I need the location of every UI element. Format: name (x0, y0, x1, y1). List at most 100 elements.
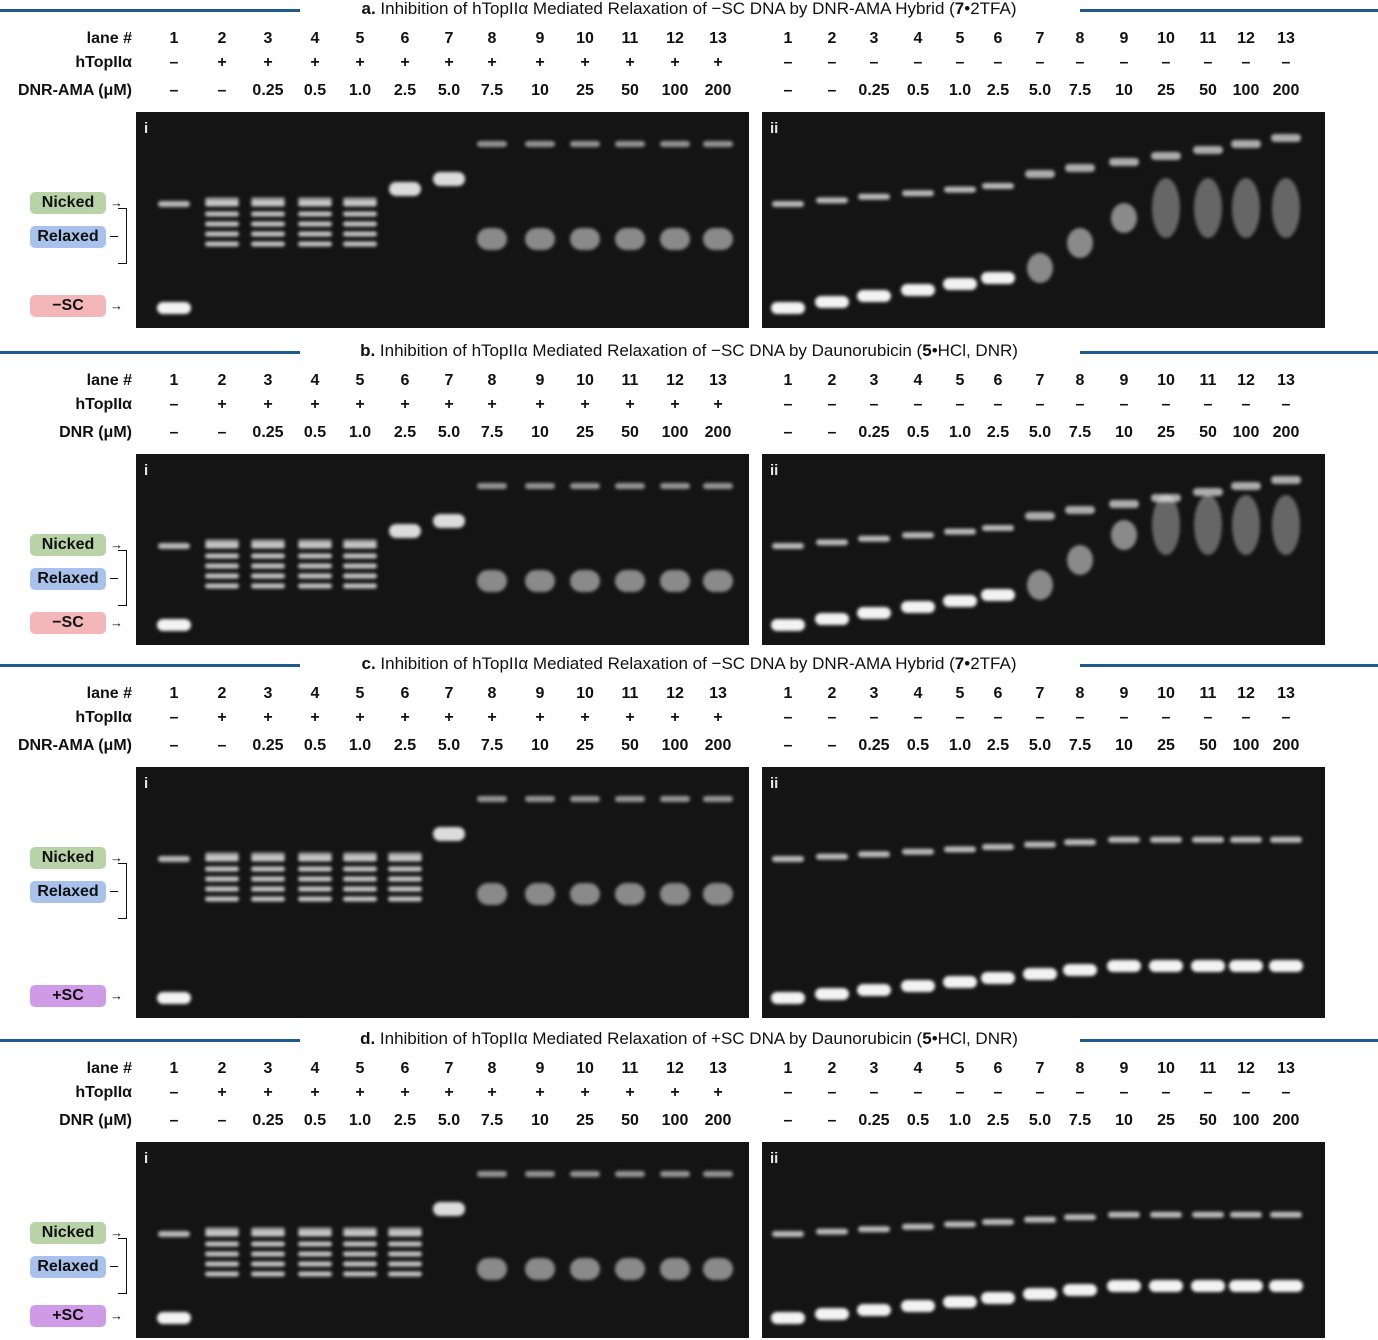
lane-number: 7 (444, 685, 454, 702)
lane-number: 2 (217, 1060, 227, 1077)
gel-image-ii: ii (762, 1142, 1325, 1338)
lane-number: 1 (169, 685, 179, 702)
lane-number: 5 (355, 1060, 365, 1077)
lane-number: 9 (1119, 372, 1129, 389)
enzyme-mark: – (169, 1084, 179, 1101)
concentration: – (169, 1112, 179, 1129)
gel-lane (477, 141, 507, 250)
lane-number: 3 (869, 1060, 879, 1077)
supercoiled-marker: +SC (30, 1305, 106, 1327)
header-rule-right (1080, 9, 1378, 12)
concentration: 100 (1232, 1112, 1260, 1129)
lane-number: 9 (535, 30, 545, 47)
lane-number: 13 (709, 372, 727, 389)
gel-sublabel: ii (770, 120, 779, 137)
concentration: 25 (1157, 424, 1175, 441)
concentration: 2.5 (986, 424, 1010, 441)
enzyme-mark: + (670, 396, 680, 413)
gel-lane (1271, 476, 1301, 555)
lane-number: 8 (487, 685, 497, 702)
lane-number: 4 (310, 372, 320, 389)
concentration: 1.0 (348, 1112, 372, 1129)
gel-lane (1229, 1211, 1263, 1292)
lane-number: 12 (666, 372, 684, 389)
gel-lane (1107, 1211, 1141, 1292)
concentration: – (827, 82, 837, 99)
concentration: 0.25 (252, 1112, 284, 1129)
gel-lane (660, 796, 690, 905)
lane-number: 13 (1277, 30, 1295, 47)
lane-number: 8 (487, 30, 497, 47)
gel-lane (815, 1228, 849, 1320)
supercoiled-marker: −SC (30, 295, 106, 317)
enzyme-mark: – (1035, 54, 1045, 71)
gel-lane (857, 193, 891, 302)
concentration: 0.25 (252, 424, 284, 441)
enzyme-mark: + (355, 396, 365, 413)
concentration: – (217, 82, 227, 99)
gel-lane (857, 1226, 891, 1316)
enzyme-mark: + (713, 54, 723, 71)
gel-lane (477, 796, 507, 905)
gel-lane (1191, 1211, 1225, 1292)
concentration: 100 (661, 1112, 689, 1129)
lane-number: 10 (576, 685, 594, 702)
gel-lane (1269, 1211, 1303, 1292)
lane-number: 4 (913, 372, 923, 389)
lane-number: 1 (783, 30, 793, 47)
bracket-icon (118, 208, 127, 264)
gel-lane (703, 1171, 733, 1280)
enzyme-mark: – (169, 54, 179, 71)
lane-number: 11 (621, 30, 639, 47)
lane-number: 2 (827, 30, 837, 47)
concentration: 50 (621, 424, 639, 441)
concentration: 50 (1199, 82, 1217, 99)
enzyme-mark: – (783, 396, 793, 413)
lane-number: 11 (621, 685, 639, 702)
enzyme-mark: + (535, 396, 545, 413)
enzyme-mark: – (869, 709, 879, 726)
gel-sublabel: ii (770, 462, 779, 479)
panel-d: d. Inhibition of hTopIIα Mediated Relaxa… (0, 1029, 1378, 1340)
gel-lane (433, 514, 465, 528)
bracket-tick (110, 236, 118, 237)
enzyme-mark: + (400, 396, 410, 413)
gel-lane (1269, 836, 1303, 972)
lane-number: 12 (666, 1060, 684, 1077)
concentration: 0.25 (858, 82, 890, 99)
concentration: – (217, 424, 227, 441)
concentration: 2.5 (393, 82, 417, 99)
concentration: – (783, 82, 793, 99)
relaxed-marker: Relaxed (30, 568, 106, 590)
concentration: 2.5 (986, 737, 1010, 754)
nicked-marker: Nicked (30, 534, 106, 556)
lane-number: 2 (217, 372, 227, 389)
enzyme-mark: – (913, 396, 923, 413)
lane-number: 12 (1237, 1060, 1255, 1077)
enzyme-mark: – (1241, 1084, 1251, 1101)
gel-lane (251, 539, 285, 589)
supercoiled-marker: +SC (30, 985, 106, 1007)
enzyme-mark: + (400, 709, 410, 726)
enzyme-mark: – (1075, 54, 1085, 71)
concentration: 7.5 (480, 737, 504, 754)
gel-lane (157, 856, 191, 1004)
gel-lane (615, 1171, 645, 1280)
gel-lane (251, 852, 285, 902)
concentration: 7.5 (1068, 1112, 1092, 1129)
enzyme-mark: + (217, 396, 227, 413)
concentration: 2.5 (986, 1112, 1010, 1129)
enzyme-mark: – (869, 396, 879, 413)
concentration: 0.5 (303, 1112, 327, 1129)
lane-number: 1 (169, 30, 179, 47)
lane-number: 9 (535, 1060, 545, 1077)
concentration: 0.5 (303, 424, 327, 441)
gel-lane (157, 1231, 191, 1324)
gel-lane (1231, 140, 1261, 238)
enzyme-mark: + (217, 54, 227, 71)
lane-number: 7 (1035, 1060, 1045, 1077)
enzyme-mark: + (263, 396, 273, 413)
enzyme-mark: – (955, 1084, 965, 1101)
enzyme-mark: – (1075, 1084, 1085, 1101)
enzyme-mark: – (783, 709, 793, 726)
